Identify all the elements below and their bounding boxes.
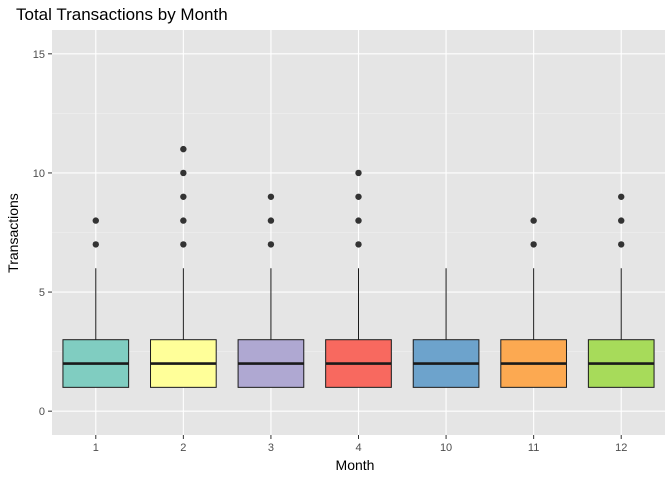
outlier-point [530, 241, 537, 248]
outlier-point [267, 217, 275, 224]
box-month-1 [62, 217, 130, 388]
outlier-point [180, 217, 187, 224]
outlier-point [180, 145, 187, 153]
outlier-point [618, 193, 625, 200]
x-tick-label: 10 [440, 442, 452, 454]
x-tick-label: 2 [180, 442, 186, 454]
outlier-point [530, 217, 537, 224]
x-tick-label: 3 [268, 442, 274, 454]
y-axis-label: Transactions [5, 193, 21, 273]
outlier-point [355, 217, 362, 224]
outlier-point [180, 241, 187, 248]
outlier-point [180, 169, 187, 177]
outlier-point [92, 217, 99, 224]
box-month-2 [150, 145, 217, 388]
x-tick-label: 4 [355, 442, 361, 454]
outlier-point [267, 241, 275, 248]
x-tick-label: 1 [93, 442, 99, 454]
y-tick-label: 10 [33, 168, 45, 180]
x-tick-label: 12 [615, 442, 627, 454]
box-month-4 [325, 169, 392, 388]
outlier-point [92, 241, 99, 248]
outlier-point [355, 241, 362, 248]
chart-title: Total Transactions by Month [16, 5, 228, 24]
y-tick-label: 5 [39, 287, 45, 299]
outlier-point [618, 217, 625, 224]
outlier-point [180, 193, 187, 200]
box-month-3 [237, 193, 305, 388]
outlier-point [355, 169, 362, 177]
box-month-11 [500, 217, 567, 388]
x-axis: 1 2 3 4 10 11 12 [93, 435, 627, 454]
outlier-point [267, 193, 275, 200]
box-month-12 [587, 193, 655, 388]
boxes [62, 145, 655, 388]
outlier-point [355, 193, 362, 200]
y-tick-label: 0 [39, 406, 45, 418]
box-month-10 [412, 268, 480, 388]
x-axis-label: Month [336, 457, 375, 473]
y-axis: 0 5 10 15 [33, 49, 52, 418]
x-tick-label: 11 [528, 442, 539, 454]
y-tick-label: 15 [33, 49, 45, 61]
outlier-point [618, 241, 625, 248]
